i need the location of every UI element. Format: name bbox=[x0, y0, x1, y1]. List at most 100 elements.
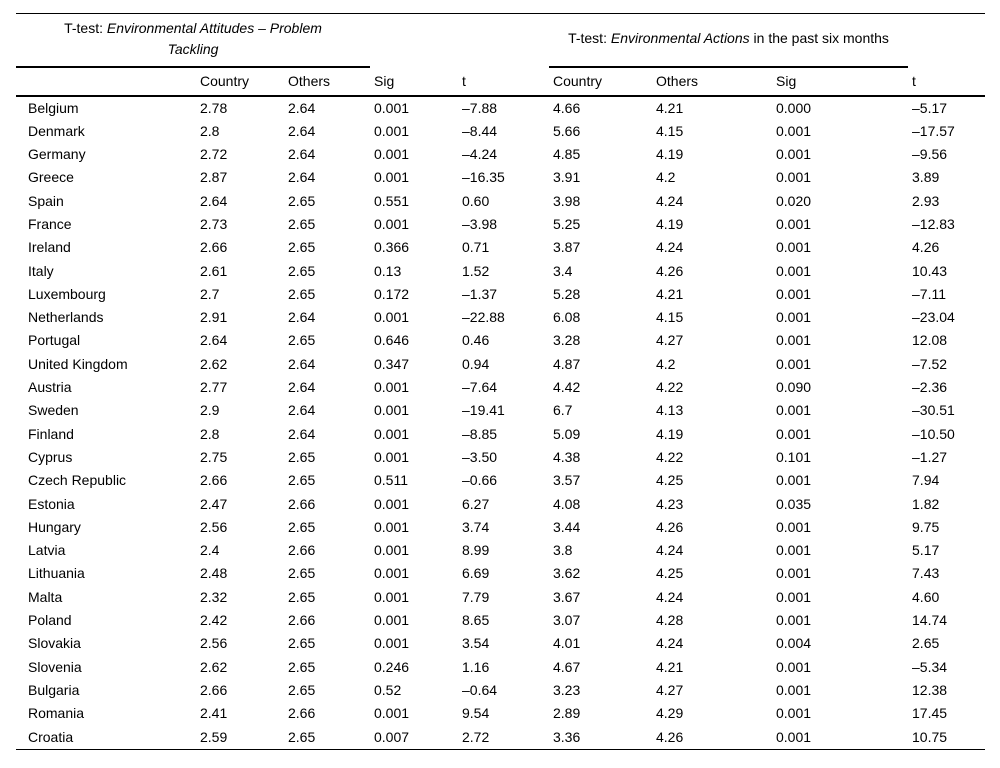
table-row: Spain 2.64 2.65 0.551 0.60 3.98 4.24 0.020 2.93 bbox=[16, 190, 985, 213]
table-row: Belgium 2.78 2.64 0.001 –7.88 4.66 4.21 0.000 –5… bbox=[16, 96, 985, 120]
value-cell: 2.65 bbox=[288, 565, 316, 582]
value-cell: 5.28 bbox=[553, 285, 581, 302]
country-cell: Croatia bbox=[28, 728, 74, 745]
value-cell: 0.001 bbox=[374, 146, 410, 163]
group-header-actions: T-test: Environmental Actions in the pas… bbox=[549, 13, 909, 68]
value-cell: –0.64 bbox=[462, 681, 498, 698]
value-cell: 4.22 bbox=[656, 379, 684, 396]
value-cell: 4.27 bbox=[656, 681, 684, 698]
value-cell: 4.2 bbox=[656, 355, 676, 372]
value-cell: 0.001 bbox=[374, 565, 410, 582]
col-header-t-attitudes: t bbox=[458, 66, 549, 97]
value-cell: 2.75 bbox=[200, 448, 228, 465]
value-cell: 0.004 bbox=[776, 635, 812, 652]
value-cell: 2.77 bbox=[200, 379, 228, 396]
value-cell: 2.78 bbox=[200, 99, 228, 116]
value-cell: 4.67 bbox=[553, 658, 581, 675]
value-cell: –30.51 bbox=[912, 402, 955, 419]
value-cell: 2.93 bbox=[912, 192, 940, 209]
value-cell: –5.34 bbox=[912, 658, 948, 675]
value-cell: 2.64 bbox=[288, 355, 316, 372]
value-cell: 4.26 bbox=[656, 262, 684, 279]
value-cell: 2.65 bbox=[288, 635, 316, 652]
value-cell: –3.98 bbox=[462, 215, 498, 232]
ttest-table: T-test: Environmental Attitudes – Proble… bbox=[16, 13, 986, 750]
value-cell: 2.9 bbox=[200, 402, 220, 419]
country-cell: Spain bbox=[28, 192, 64, 209]
value-cell: 0.101 bbox=[776, 448, 812, 465]
value-cell: 0.001 bbox=[776, 425, 812, 442]
value-cell: 4.24 bbox=[656, 192, 684, 209]
country-cell: Germany bbox=[28, 146, 86, 163]
value-cell: –22.88 bbox=[462, 309, 505, 326]
value-cell: 2.32 bbox=[200, 588, 228, 605]
value-cell: 0.60 bbox=[462, 192, 490, 209]
value-cell: 4.19 bbox=[656, 146, 684, 163]
col-header-others-attitudes: Others bbox=[284, 66, 370, 97]
value-cell: 0.001 bbox=[776, 355, 812, 372]
country-cell: Malta bbox=[28, 588, 63, 605]
value-cell: 2.64 bbox=[288, 169, 316, 186]
value-cell: 4.19 bbox=[656, 425, 684, 442]
value-cell: 3.23 bbox=[553, 681, 581, 698]
table-row: Estonia 2.47 2.66 0.001 6.27 4.08 4.23 0.035 1.8… bbox=[16, 493, 985, 516]
table-row: Finland 2.8 2.64 0.001 –8.85 5.09 4.19 0.001 –10… bbox=[16, 423, 985, 446]
col-header-sig-attitudes: Sig bbox=[370, 66, 458, 97]
value-cell: 7.79 bbox=[462, 588, 490, 605]
value-cell: 0.13 bbox=[374, 262, 402, 279]
value-cell: 2.87 bbox=[200, 169, 228, 186]
value-cell: 0.001 bbox=[374, 448, 410, 465]
table-row: Germany 2.72 2.64 0.001 –4.24 4.85 4.19 0.001 –9… bbox=[16, 143, 985, 166]
value-cell: –12.83 bbox=[912, 215, 955, 232]
value-cell: 0.035 bbox=[776, 495, 812, 512]
value-cell: 2.65 bbox=[288, 448, 316, 465]
value-cell: 0.172 bbox=[374, 285, 410, 302]
country-cell: Finland bbox=[28, 425, 74, 442]
value-cell: 8.65 bbox=[462, 612, 490, 629]
value-cell: 2.65 bbox=[288, 588, 316, 605]
value-cell: 0.020 bbox=[776, 192, 812, 209]
table-row: France 2.73 2.65 0.001 –3.98 5.25 4.19 0.001 –12… bbox=[16, 213, 985, 236]
value-cell: 2.47 bbox=[200, 495, 228, 512]
value-cell: 6.7 bbox=[553, 402, 573, 419]
table-row: Cyprus 2.75 2.65 0.001 –3.50 4.38 4.22 0.101 –1.… bbox=[16, 446, 985, 469]
value-cell: 3.36 bbox=[553, 728, 581, 745]
col-header-others-actions: Others bbox=[652, 66, 772, 97]
value-cell: 2.64 bbox=[288, 146, 316, 163]
table-row: Italy 2.61 2.65 0.13 1.52 3.4 4.26 0.001 10.43 bbox=[16, 260, 985, 283]
value-cell: 0.001 bbox=[374, 542, 410, 559]
value-cell: 4.24 bbox=[656, 542, 684, 559]
value-cell: 0.001 bbox=[776, 239, 812, 256]
value-cell: 3.07 bbox=[553, 612, 581, 629]
value-cell: 4.25 bbox=[656, 565, 684, 582]
value-cell: 7.43 bbox=[912, 565, 940, 582]
value-cell: 4.22 bbox=[656, 448, 684, 465]
value-cell: 0.001 bbox=[776, 285, 812, 302]
value-cell: 0.646 bbox=[374, 332, 410, 349]
value-cell: 3.74 bbox=[462, 518, 490, 535]
value-cell: 2.66 bbox=[288, 705, 316, 722]
value-cell: 4.24 bbox=[656, 635, 684, 652]
value-cell: 3.98 bbox=[553, 192, 581, 209]
value-cell: 4.21 bbox=[656, 99, 684, 116]
table-row: Romania 2.41 2.66 0.001 9.54 2.89 4.29 0.001 17.… bbox=[16, 702, 985, 725]
value-cell: 0.001 bbox=[776, 332, 812, 349]
value-cell: 0.001 bbox=[374, 425, 410, 442]
value-cell: 0.46 bbox=[462, 332, 490, 349]
value-cell: 0.001 bbox=[776, 542, 812, 559]
value-cell: 3.57 bbox=[553, 472, 581, 489]
value-cell: 0.001 bbox=[776, 705, 812, 722]
value-cell: 2.64 bbox=[288, 309, 316, 326]
value-cell: 2.65 bbox=[912, 635, 940, 652]
col-header-t-actions: t bbox=[908, 66, 986, 97]
value-cell: 2.65 bbox=[288, 518, 316, 535]
group-header-gap-right bbox=[908, 14, 985, 67]
value-cell: 0.001 bbox=[374, 518, 410, 535]
group-header-attitudes-title: Environmental Attitudes – Problem Tackli… bbox=[106, 19, 322, 57]
value-cell: –16.35 bbox=[462, 169, 505, 186]
value-cell: 2.65 bbox=[288, 332, 316, 349]
value-cell: 4.26 bbox=[656, 728, 684, 745]
country-cell: Ireland bbox=[28, 239, 71, 256]
value-cell: 2.64 bbox=[288, 425, 316, 442]
country-cell: Greece bbox=[28, 169, 74, 186]
